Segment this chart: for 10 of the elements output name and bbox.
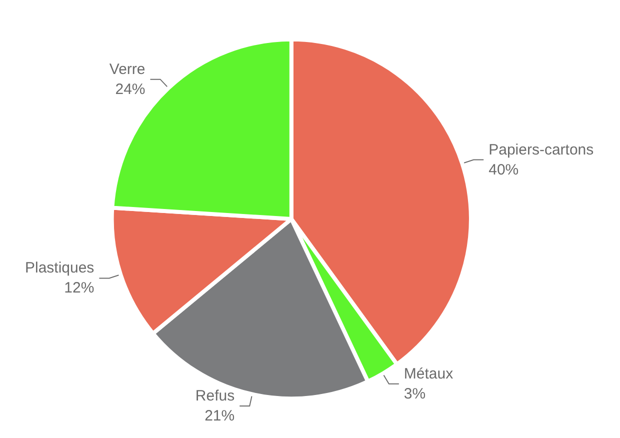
slice-label: Refus: [195, 387, 235, 404]
data-label: 12%: [64, 280, 94, 297]
data-label: 21%: [204, 407, 235, 424]
slice-label: Papiers-cartons: [488, 141, 594, 158]
data-label: 24%: [115, 80, 146, 98]
data-label: 40%: [488, 161, 519, 178]
slice-label: Plastiques: [24, 260, 94, 277]
slice-label: Métaux: [404, 365, 454, 382]
data-label: 3%: [404, 385, 426, 402]
slice-label: Verre: [109, 60, 146, 78]
